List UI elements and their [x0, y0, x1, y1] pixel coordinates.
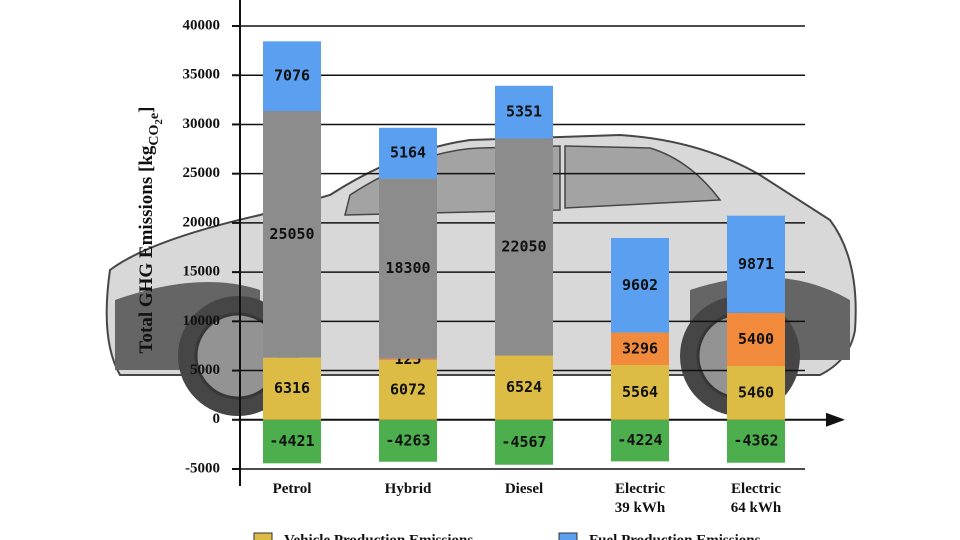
bar-segment — [263, 41, 321, 111]
bar-segment — [611, 419, 669, 462]
value-label: 5164 — [390, 144, 426, 162]
x-tick-label: Electric 39 kWh — [614, 481, 666, 516]
bar-segment — [727, 419, 785, 463]
bar-segment — [379, 360, 437, 420]
y-tick-label: 35000 — [183, 67, 221, 83]
bar-segment — [263, 419, 321, 464]
value-label: 5400 — [738, 330, 774, 348]
bar-segment — [495, 138, 553, 356]
value-label: 9871 — [738, 255, 774, 273]
value-label: -4567 — [501, 433, 546, 451]
bar-segment — [263, 110, 321, 358]
bar-segment — [379, 127, 437, 179]
legend-label: Vehicle Production Emissions — [284, 532, 473, 540]
value-label: -4362 — [733, 432, 778, 450]
value-label: 6316 — [274, 379, 310, 397]
value-label: 3296 — [622, 339, 658, 357]
value-label: -4421 — [269, 432, 314, 450]
value-label: -4224 — [617, 431, 662, 449]
value-label: -4263 — [385, 431, 430, 449]
bar-segment — [495, 419, 553, 465]
y-tick-label: 0 — [213, 411, 221, 427]
bar-segment — [727, 215, 785, 313]
value-label: 5460 — [738, 383, 774, 401]
bar-segment — [495, 85, 553, 139]
value-label: 6072 — [390, 380, 426, 398]
y-tick-label: 5000 — [190, 362, 220, 378]
legend-label: Fuel Production Emissions — [589, 532, 761, 540]
x-tick-label: Petrol — [272, 481, 312, 497]
legend-swatch — [253, 532, 273, 540]
y-tick-label: 25000 — [183, 165, 221, 181]
y-tick-label: 40000 — [183, 17, 221, 33]
value-label: 18300 — [385, 259, 430, 277]
bar-segment — [379, 178, 437, 359]
x-tick-label: Electric 64 kWh — [730, 481, 782, 516]
y-tick-label: 10000 — [183, 313, 221, 329]
bar-segment — [379, 419, 437, 462]
x-axis-arrow — [826, 412, 845, 427]
bar-segment — [727, 366, 785, 420]
y-title-text: Total GHG Emissions [kg — [136, 145, 157, 353]
bar-segment — [611, 332, 669, 366]
value-label: 7076 — [274, 67, 310, 85]
x-tick-label: Diesel — [504, 481, 544, 497]
y-axis-title: Total GHG Emissions [kgCO2e] — [136, 107, 165, 354]
y-title-sub: 2 — [153, 119, 165, 125]
bar-segment — [495, 355, 553, 420]
y-tick-label: 30000 — [183, 116, 221, 132]
value-label: 5564 — [622, 383, 658, 401]
y-tick-label: 15000 — [183, 264, 221, 280]
y-title-sub: e — [147, 113, 162, 119]
value-label: 22050 — [501, 238, 546, 256]
bar-segment — [727, 312, 785, 367]
y-title-sub: CO — [147, 124, 162, 145]
bar-segment — [379, 358, 437, 361]
value-label: 9602 — [622, 276, 658, 294]
y-title-text: ] — [136, 107, 157, 113]
bar-segment — [263, 357, 321, 420]
value-label: 5351 — [506, 103, 542, 121]
value-label: 25050 — [269, 225, 314, 243]
legend-swatch — [558, 532, 578, 540]
x-tick-label: Hybrid — [384, 481, 432, 497]
y-tick-label: -5000 — [185, 460, 220, 476]
bar-segment — [611, 238, 669, 333]
bar-segment — [611, 365, 669, 420]
y-tick-label: 20000 — [183, 214, 221, 230]
value-label: 6524 — [506, 378, 542, 396]
